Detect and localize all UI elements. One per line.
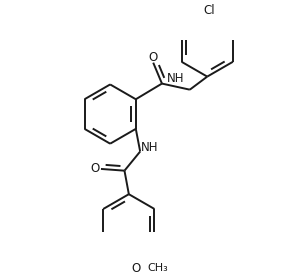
Text: Cl: Cl [203,4,215,17]
Text: O: O [132,262,141,275]
Text: CH₃: CH₃ [147,263,168,273]
Text: NH: NH [141,141,158,154]
Text: O: O [90,162,100,175]
Text: O: O [148,50,158,64]
Text: NH: NH [167,72,185,85]
